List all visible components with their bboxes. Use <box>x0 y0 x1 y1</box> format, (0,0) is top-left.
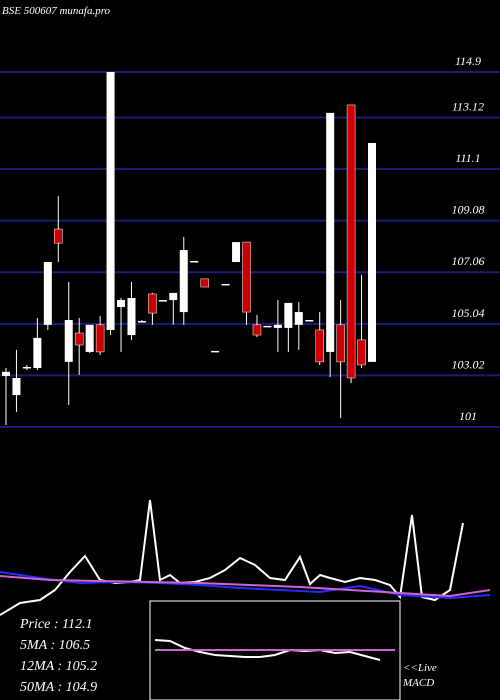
candle-body <box>179 250 188 313</box>
candle-body <box>169 292 178 301</box>
candle-body <box>211 350 220 353</box>
y-tick-label: 107.06 <box>452 254 485 268</box>
y-tick-label: 101 <box>459 409 477 423</box>
candle-body <box>137 321 146 323</box>
candle-body <box>158 300 167 302</box>
indicator-line <box>0 571 491 600</box>
candle-body <box>263 325 272 328</box>
candle-body <box>200 278 209 288</box>
candle-body <box>12 377 21 396</box>
live-label: <<Live <box>403 662 437 674</box>
info-12ma: 12MA : 105.2 <box>20 659 97 674</box>
inset-box <box>149 600 401 700</box>
candle-body <box>190 260 199 263</box>
candle-body <box>221 283 230 286</box>
y-tick-label: 113.12 <box>452 99 484 113</box>
candle-body <box>232 242 241 263</box>
candle-body <box>294 312 303 325</box>
candle-body <box>273 324 282 328</box>
indicator-line <box>0 575 491 598</box>
y-tick-label: 111.1 <box>455 151 480 165</box>
y-tick-label: 109.08 <box>452 203 485 217</box>
candle-body <box>106 72 115 330</box>
candle-body <box>2 371 10 376</box>
candle-body <box>54 228 63 244</box>
candle-body <box>33 337 42 369</box>
candle-body <box>305 319 314 322</box>
candle-body <box>346 104 356 379</box>
info-50ma: 50MA : 104.9 <box>20 680 97 695</box>
candle-body <box>64 319 73 362</box>
y-tick-label: 114.9 <box>455 54 481 68</box>
y-tick-label: 105.04 <box>452 306 485 320</box>
indicator-line <box>0 499 464 616</box>
candle-body <box>148 293 157 314</box>
candle-body <box>357 339 366 366</box>
y-tick-label: 103.02 <box>452 357 485 371</box>
candle-body <box>22 366 31 369</box>
candle-body <box>242 241 251 313</box>
chart-title: BSE 500607 munafa.pro <box>2 5 111 17</box>
info-5ma: 5MA : 106.5 <box>20 638 90 653</box>
candle-body <box>315 329 324 363</box>
info-price: Price : 112.1 <box>19 617 92 632</box>
candle-body <box>336 324 345 363</box>
candle-body <box>95 324 105 353</box>
candle-body <box>284 302 293 328</box>
candle-body <box>85 324 94 352</box>
candle-body <box>74 332 84 346</box>
candle-body <box>368 143 376 362</box>
candle-body <box>252 324 262 336</box>
macd-label: MACD <box>402 677 434 689</box>
candle-body <box>326 112 335 352</box>
candle-body <box>43 262 52 325</box>
candle-body <box>117 300 126 307</box>
candle-body <box>127 298 136 336</box>
